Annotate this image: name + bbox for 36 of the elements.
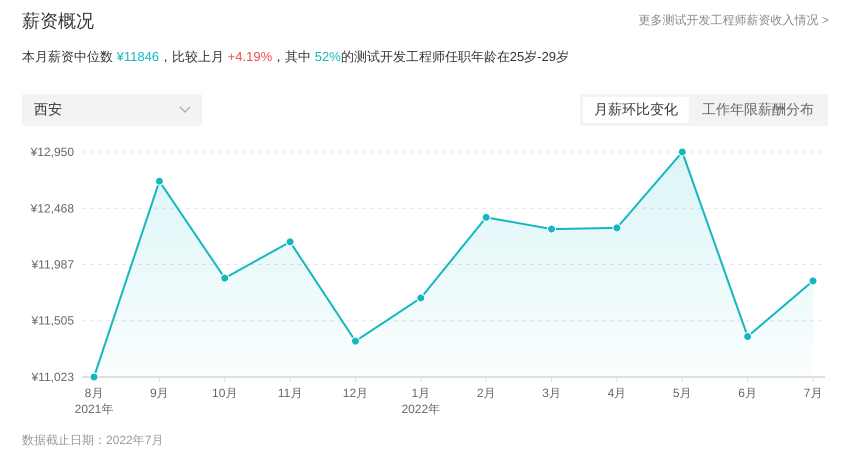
- chart-subtitle: 本月薪资中位数 ¥11846，比较上月 +4.19%，其中 52%的测试开发工程师任职年龄在25岁-29岁: [22, 49, 570, 64]
- x-tick-label: 4月: [608, 386, 626, 400]
- x-tick-label: 1月 2022年: [401, 386, 440, 416]
- y-tick-label: ¥12,468: [30, 201, 74, 216]
- x-tick-label: 7月: [804, 386, 822, 400]
- x-tick-label: 9月: [150, 386, 169, 400]
- text: 月薪环比变化: [593, 101, 679, 119]
- text: 数据截止日期：2022年7月: [22, 432, 164, 449]
- y-tick-label: ¥12,950: [30, 145, 74, 159]
- point: [286, 237, 295, 246]
- point: [154, 176, 164, 186]
- x-tick-label: 12月: [342, 386, 368, 400]
- chart-title: 薪资概况: [22, 10, 94, 33]
- point: [808, 276, 818, 286]
- x-tick-label: 8月 2021年: [74, 386, 114, 416]
- point: [220, 274, 230, 283]
- x-tick-label: 3月: [542, 386, 561, 400]
- x-tick-label: 11月: [278, 386, 302, 400]
- y-tick-label: ¥11,023: [30, 370, 74, 384]
- x-tick-label: 2月: [476, 386, 496, 400]
- y-tick-label: ¥11,505: [30, 314, 74, 328]
- x-tick-label: 10月: [212, 386, 238, 400]
- point: [90, 372, 98, 382]
- point: [547, 224, 556, 234]
- text: 工作年限薪酬分布: [701, 101, 815, 119]
- x-tick-label: 6月: [738, 386, 757, 400]
- point: [482, 212, 491, 222]
- point: [416, 293, 426, 302]
- point: [678, 148, 687, 156]
- point: [612, 223, 622, 232]
- y-tick-label: ¥11,987: [30, 257, 74, 272]
- point: [350, 336, 360, 346]
- x-tick-label: 5月: [672, 386, 692, 400]
- text: 西安: [34, 101, 62, 119]
- point: [743, 332, 752, 341]
- text: 更多测试开发工程师薪资收入情况 >: [638, 12, 829, 29]
